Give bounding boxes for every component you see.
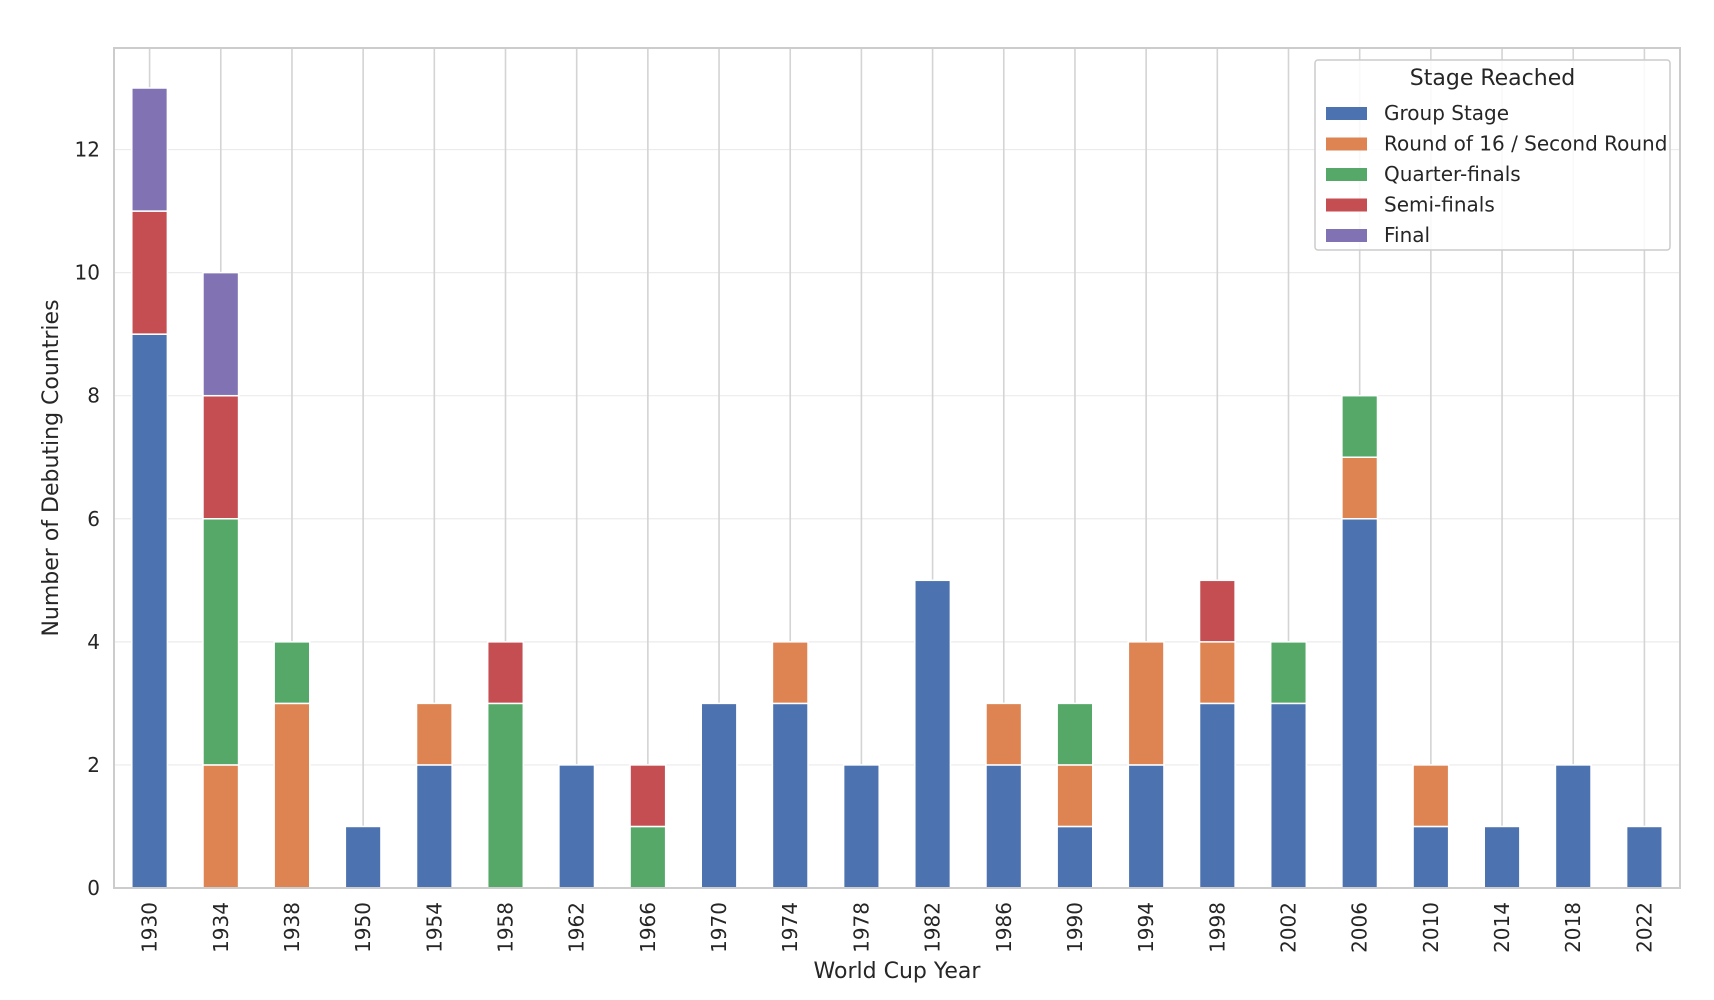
x-tick-label: 1998 (1205, 902, 1229, 953)
x-tick-label: 1962 (565, 902, 589, 953)
bar-segment (771, 702, 809, 889)
x-tick-label: 1978 (849, 902, 873, 953)
bar-segment (202, 518, 240, 766)
bar-segment (1198, 641, 1236, 705)
bar-segment (1127, 641, 1165, 766)
bars (131, 87, 1663, 889)
x-tick-label: 1966 (636, 902, 660, 953)
bar-segment (1341, 518, 1379, 889)
bar-segment (486, 702, 525, 889)
x-tick-label: 2018 (1561, 902, 1585, 953)
bar-segment (486, 641, 525, 705)
bar-segment (202, 764, 240, 889)
legend-swatch (1326, 137, 1367, 151)
x-tick-label: 1950 (351, 902, 375, 953)
y-tick-label: 0 (87, 876, 100, 900)
bar-segment (1269, 702, 1308, 889)
bar-segment (1412, 764, 1450, 828)
bar-segment (558, 764, 596, 889)
bar-segment (1554, 764, 1592, 889)
x-tick-label: 2002 (1277, 902, 1301, 953)
bar-segment (1341, 394, 1379, 458)
bar-segment (273, 641, 311, 705)
legend-swatch (1326, 168, 1367, 181)
legend: Stage Reached Group Stage Round of 16 / S… (1314, 59, 1671, 251)
legend-label: Semi-finals (1384, 193, 1495, 217)
x-tick-label: 1982 (921, 902, 945, 953)
legend-swatch (1326, 107, 1367, 120)
y-tick-label: 4 (87, 630, 100, 654)
bar-segment (1198, 579, 1236, 643)
y-tick-label: 12 (75, 138, 100, 162)
bar-segment (415, 764, 453, 889)
legend-label: Round of 16 / Second Round (1384, 132, 1667, 156)
bar-segment (1269, 641, 1308, 705)
bar-segment (985, 764, 1023, 889)
bar-segment (1056, 825, 1094, 889)
bar-segment (629, 764, 667, 828)
bar-segment (131, 87, 169, 212)
bar-segment (131, 210, 169, 335)
y-tick-label: 10 (75, 261, 100, 285)
bar-segment (273, 702, 311, 889)
bar-segment (344, 825, 382, 889)
y-tick-labels: 0 2 4 6 8 10 12 (75, 138, 100, 900)
x-tick-labels: 1930 1934 1938 1950 1954 1958 1962 1966 1970 1974… (138, 902, 1657, 953)
bar-segment (1483, 825, 1521, 889)
x-tick-label: 1958 (494, 902, 518, 953)
bar-segment (1625, 825, 1663, 889)
bar-segment (1412, 825, 1450, 889)
y-tick-label: 2 (87, 753, 100, 777)
x-tick-label: 1954 (422, 902, 446, 953)
x-tick-label: 1986 (992, 902, 1016, 953)
legend-title: Stage Reached (1410, 66, 1575, 91)
bar-segment (842, 764, 880, 889)
x-tick-label: 2010 (1419, 902, 1443, 953)
plot-frame (113, 47, 1681, 889)
y-axis-title: Number of Debuting Countries (39, 299, 64, 636)
x-tick-label: 1930 (138, 902, 162, 953)
legend-swatch (1326, 198, 1367, 212)
x-tick-label: 2006 (1348, 902, 1372, 953)
legend-label: Group Stage (1384, 101, 1509, 125)
legend-label: Final (1384, 223, 1430, 247)
bar-segment (131, 333, 169, 889)
bar-segment (202, 271, 240, 397)
x-axis-title: World Cup Year (814, 959, 982, 984)
x-tick-label: 1934 (209, 902, 233, 953)
x-tick-label: 1938 (280, 902, 304, 953)
x-tick-label: 1994 (1134, 902, 1158, 953)
y-tick-label: 6 (87, 507, 100, 531)
y-tick-label: 8 (87, 384, 100, 408)
bar-segment (700, 702, 738, 889)
bar-segment (1056, 702, 1094, 766)
bar-segment (914, 579, 952, 889)
legend-label: Quarter-finals (1384, 162, 1521, 186)
bar-segment (1056, 764, 1094, 828)
legend-items: Group Stage Round of 16 / Second Round Qua… (1326, 101, 1667, 247)
x-tick-label: 2022 (1632, 902, 1656, 953)
bar-segment (629, 825, 667, 889)
x-tick-label: 1970 (707, 902, 731, 953)
bar-segment (1127, 764, 1165, 889)
bar-segment (202, 394, 240, 520)
bar-segment (1341, 456, 1379, 520)
x-tick-label: 1974 (778, 902, 802, 953)
bar-segment (771, 641, 809, 705)
legend-box (1314, 59, 1671, 251)
x-tick-label: 1990 (1063, 902, 1087, 953)
bar-segment (415, 702, 453, 766)
bar-segment (985, 702, 1023, 766)
bar-segment (1198, 702, 1236, 889)
legend-swatch (1326, 229, 1367, 242)
x-tick-label: 2014 (1490, 902, 1514, 953)
